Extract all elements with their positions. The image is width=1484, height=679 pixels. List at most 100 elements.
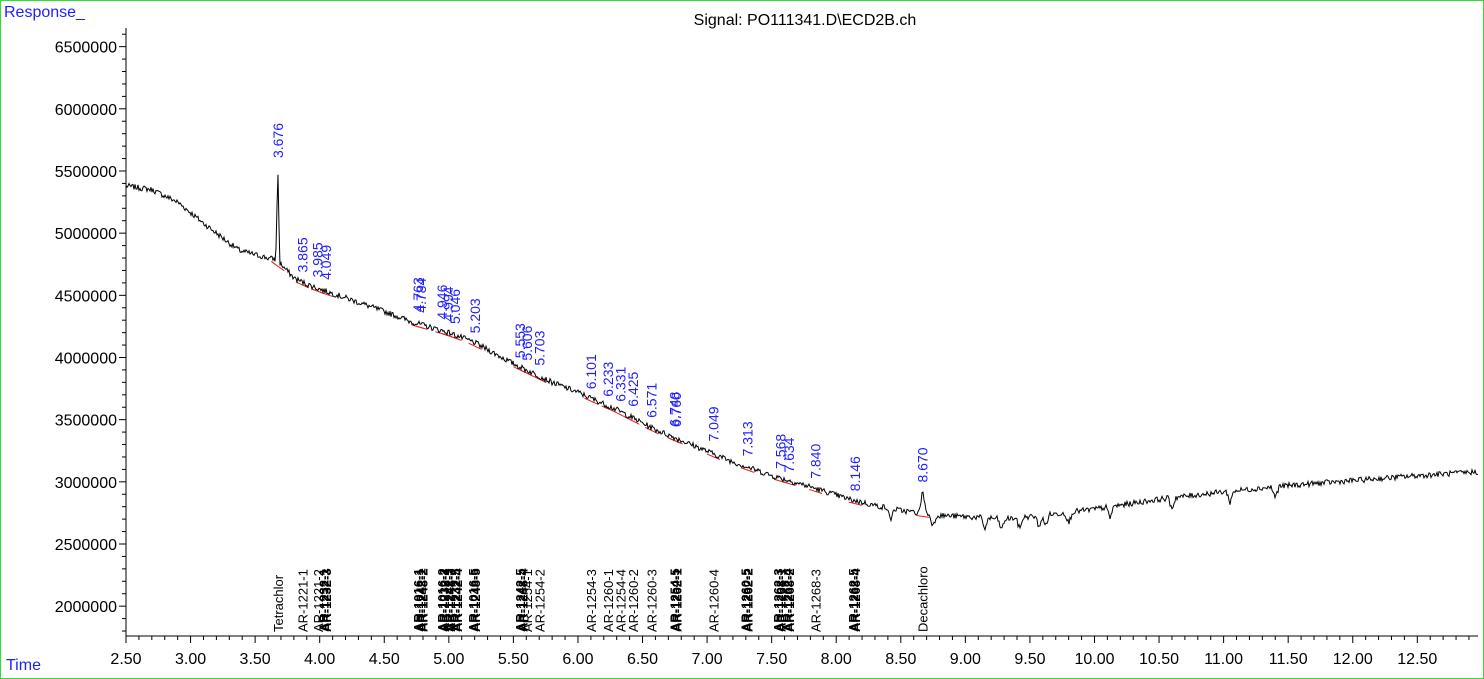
compound-label: AR-1260-5 xyxy=(738,568,753,632)
compound-label: AR-1254-3 xyxy=(584,569,599,632)
peak-label: 8.146 xyxy=(847,456,863,491)
compound-label: AR-1268-1 xyxy=(773,568,788,632)
compound-label: AR-1242-1 xyxy=(413,568,428,632)
peak-label: 6.233 xyxy=(600,361,616,396)
baseline-segment xyxy=(319,291,333,297)
peak-label: 5.046 xyxy=(447,289,463,324)
peak-label: 4.946 xyxy=(434,284,450,319)
baseline-segment xyxy=(740,467,755,473)
peak-label: 6.331 xyxy=(613,366,629,401)
compound-label: AR-1232-3 xyxy=(319,568,334,632)
compound-label: AR-1248-2 xyxy=(416,568,431,632)
peak-label: 7.840 xyxy=(808,444,824,479)
peak-label: 6.101 xyxy=(583,354,599,389)
compound-label: AR-1221-1 xyxy=(295,569,310,632)
x-tick-label: 4.00 xyxy=(304,651,335,668)
compound-label: AR-1262-5 xyxy=(846,568,861,632)
x-tick-label: 10.50 xyxy=(1139,651,1179,668)
x-tick-label: 4.50 xyxy=(369,651,400,668)
compound-label: AR-1260-1 xyxy=(601,569,616,632)
compound-label: AR-1242-5 xyxy=(513,568,528,632)
x-tick-label: 3.50 xyxy=(240,651,271,668)
compound-label: AR-1254-1 xyxy=(520,569,535,632)
baseline-segment xyxy=(584,397,598,405)
compound-label: AR-1260-2 xyxy=(626,569,641,632)
baseline-segment xyxy=(669,438,683,445)
x-tick-label: 9.00 xyxy=(950,651,981,668)
compound-label: AR-1254-2 xyxy=(533,569,548,632)
baseline-segments xyxy=(271,261,930,518)
compound-label: AR-1260-4 xyxy=(706,569,721,632)
baseline-segment xyxy=(520,369,534,377)
x-tick-label: 12.00 xyxy=(1333,651,1373,668)
x-tick-label: 8.00 xyxy=(821,651,852,668)
compound-label: AR-1268-3 xyxy=(809,569,824,632)
baseline-segment xyxy=(448,335,462,341)
compound-label: AR-1242-3 xyxy=(441,568,456,632)
signal-trace xyxy=(125,174,1479,532)
peak-label: 7.634 xyxy=(781,437,797,472)
compound-label: AR-1232-1 xyxy=(317,568,332,632)
y-tick-label: 2500000 xyxy=(55,537,117,554)
peak-label: 4.784 xyxy=(413,278,429,313)
compound-label: AR-1268-4 xyxy=(848,568,863,632)
compound-label: AR-1016-1 xyxy=(411,568,426,632)
chart-title: Signal: PO111341.D\ECD2B.ch xyxy=(693,12,917,29)
x-tick-label: 11.00 xyxy=(1204,651,1243,668)
baseline-segment xyxy=(848,501,862,506)
y-tick-label: 3000000 xyxy=(55,475,117,492)
x-tick-label: 9.50 xyxy=(1014,651,1045,668)
compound-label: AR-1016-2 xyxy=(435,568,450,632)
compound-label: AR-1254-4 xyxy=(614,569,629,632)
x-axis-label: Time xyxy=(6,657,41,674)
compound-labels: Tetrachlor AR-1221-1 AR-1221-2AR-1232-1AR-… xyxy=(271,566,931,632)
peak-label: 6.760 xyxy=(668,392,684,427)
x-tick-label: 6.00 xyxy=(562,651,593,668)
baseline-segment xyxy=(614,411,628,419)
compound-label: AR-1262-4 xyxy=(780,568,795,632)
baseline-segment xyxy=(916,515,930,518)
baseline-segment xyxy=(601,405,615,413)
x-tick-label: 3.00 xyxy=(175,651,206,668)
peak-label: 4.994 xyxy=(440,286,456,321)
compound-label: AR-1248-3 xyxy=(443,568,458,632)
peak-label: 5.606 xyxy=(519,325,535,360)
compound-label: AR-1232-5 xyxy=(448,568,463,632)
x-tick-label: 5.50 xyxy=(498,651,529,668)
compound-label: AR-1254-5 xyxy=(668,568,683,632)
compound-label: AR-1221-2 xyxy=(311,569,326,632)
peak-label: 8.670 xyxy=(915,447,931,482)
axes: 2.50 3.00 3.50 4.00 4.50 5.00 5.50 6.00 6.50 7.00… xyxy=(55,28,1478,668)
compound-label: AR-1248-4 xyxy=(515,568,530,632)
y-tick-label: 3500000 xyxy=(55,413,117,430)
y-tick-label: 6500000 xyxy=(55,40,117,57)
peak-label: 5.703 xyxy=(532,330,548,365)
y-tick-label: 5000000 xyxy=(55,226,117,243)
peak-label: 5.553 xyxy=(512,323,528,358)
x-tick-label: 7.00 xyxy=(692,651,723,668)
y-tick-label: 2000000 xyxy=(55,599,117,616)
x-tick-label: 5.00 xyxy=(433,651,464,668)
x-tick-label: 11.50 xyxy=(1269,651,1308,668)
peak-label: 3.676 xyxy=(270,123,286,158)
compound-label: AR-1016-5 xyxy=(466,568,481,632)
compound-label: AR-1262-2 xyxy=(741,568,756,632)
compound-label: AR-1268-2 xyxy=(782,568,797,632)
baseline-segment xyxy=(808,488,823,495)
x-tick-label: 2.50 xyxy=(110,651,141,668)
x-tick-label: 7.50 xyxy=(756,651,787,668)
compound-label: AR-1262-1 xyxy=(670,568,685,632)
baseline-segment xyxy=(295,281,309,289)
baseline-segment xyxy=(626,417,640,425)
baseline-segment xyxy=(414,325,428,330)
peak-label: 6.748 xyxy=(667,391,683,426)
compound-label: AR-1260-3 xyxy=(645,569,660,632)
x-tick-label: 8.50 xyxy=(885,651,916,668)
peak-label: 3.865 xyxy=(294,237,310,272)
x-tick-label: 6.50 xyxy=(627,651,658,668)
compound-label: AR-1248-5 xyxy=(468,568,483,632)
y-tick-label: 4500000 xyxy=(55,288,117,305)
y-tick-label: 4000000 xyxy=(55,350,117,367)
peak-label: 3.985 xyxy=(310,242,326,277)
